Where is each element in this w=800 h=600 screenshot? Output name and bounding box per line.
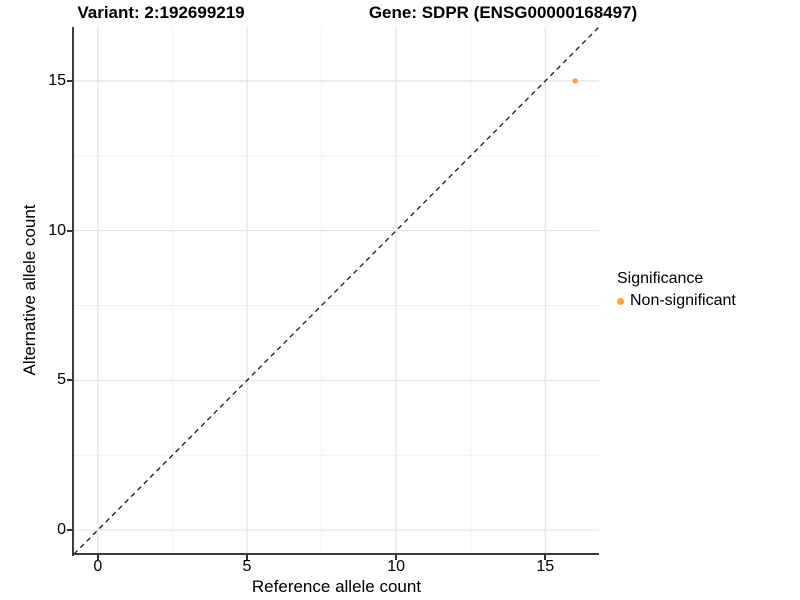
circle-icon <box>617 297 624 305</box>
data-point <box>572 78 578 84</box>
legend-title: Significance <box>617 270 704 287</box>
plot-panel <box>74 27 599 554</box>
y-tick-mark <box>67 379 72 382</box>
y-tick-mark <box>67 229 72 232</box>
x-axis-title: Reference allele count <box>251 577 422 596</box>
y-tick-label: 5 <box>57 371 66 389</box>
y-tick-label: 0 <box>57 521 66 539</box>
x-tick-mark <box>395 555 398 560</box>
x-tick-label: 15 <box>536 558 555 575</box>
y-axis-title: Alternative allele count <box>20 204 39 376</box>
legend-item: Non-significant <box>617 292 736 310</box>
x-tick-mark <box>544 555 547 560</box>
x-tick-mark <box>246 555 248 560</box>
legend: Significance Non-significant <box>617 270 736 310</box>
x-tick-label: 5 <box>242 558 252 575</box>
y-tick-label: 15 <box>48 71 66 89</box>
variant-title: Variant: 2:192699219 <box>77 3 245 22</box>
legend-item-label: Non-significant <box>630 292 736 309</box>
identity-dashed-line <box>74 27 599 554</box>
x-tick-label: 0 <box>93 558 103 575</box>
scatter-canvas <box>74 27 599 554</box>
y-tick-mark <box>67 529 72 532</box>
x-axis-line <box>72 553 599 555</box>
x-tick-mark <box>96 555 99 560</box>
y-tick-label: 10 <box>48 221 66 239</box>
legend-items: Non-significant <box>617 292 736 310</box>
gene-title: Gene: SDPR (ENSG00000168497) <box>368 3 638 22</box>
y-tick-mark <box>67 79 72 82</box>
y-axis-line <box>72 27 74 556</box>
x-tick-label: 10 <box>387 558 406 575</box>
